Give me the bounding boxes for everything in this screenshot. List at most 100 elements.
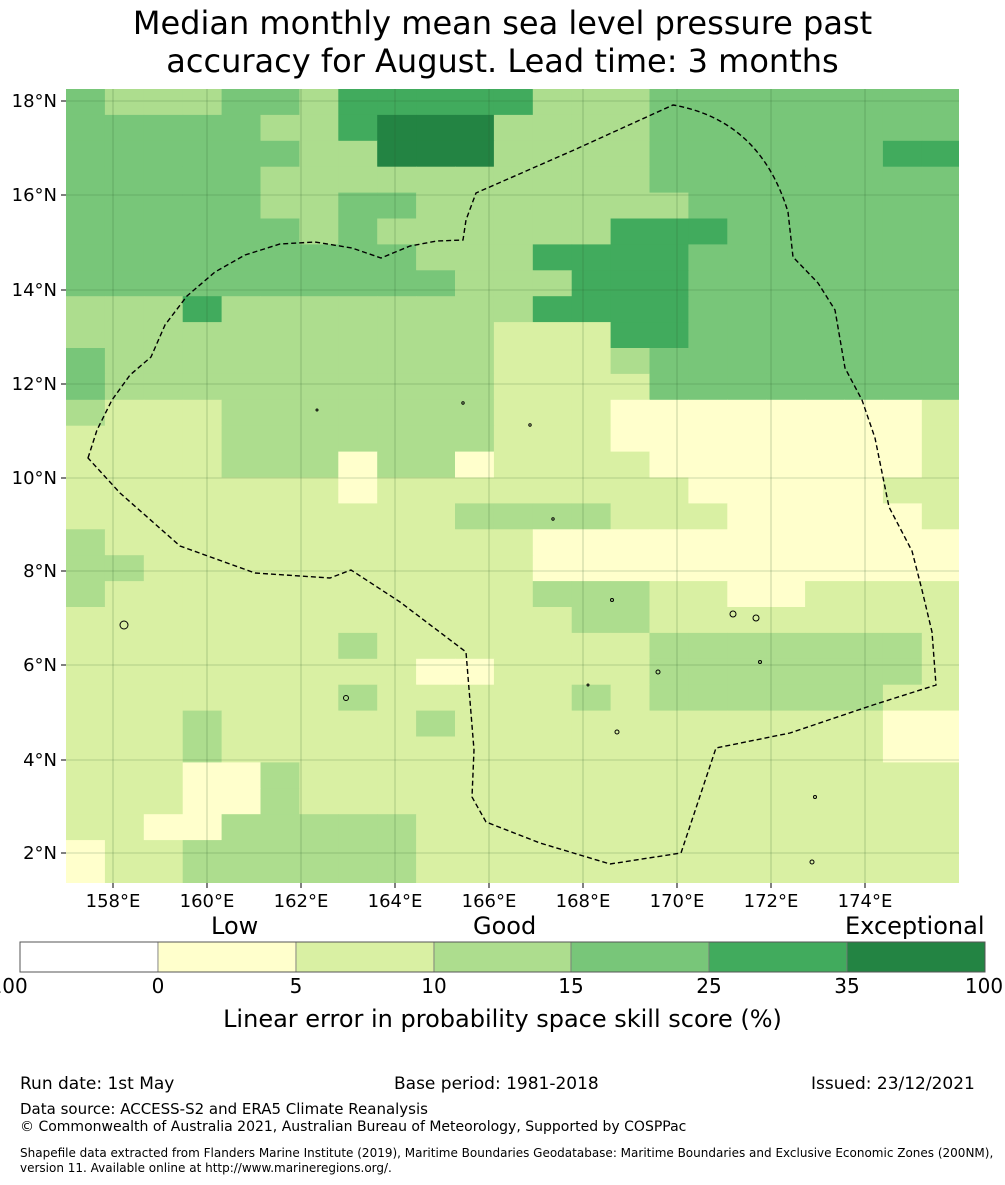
grid-cell xyxy=(104,658,145,686)
grid-cell xyxy=(66,788,106,815)
island-outline xyxy=(813,795,817,799)
grid-cell xyxy=(338,192,378,219)
grid-cell xyxy=(377,866,417,883)
grid-cell xyxy=(766,632,806,660)
grid-cell xyxy=(338,244,378,271)
grid-cell xyxy=(455,840,495,867)
grid-cell xyxy=(610,632,650,660)
grid-cell xyxy=(260,658,300,686)
grid-cell xyxy=(455,373,495,401)
grid-cell xyxy=(66,322,106,349)
grid-cell xyxy=(727,373,767,401)
grid-cell xyxy=(805,322,845,349)
grid-cell xyxy=(882,632,923,660)
grid-cell xyxy=(532,477,573,504)
grid-cell xyxy=(299,658,339,686)
grid-cell xyxy=(260,114,300,142)
grid-cell xyxy=(66,477,106,504)
grid-cell xyxy=(610,322,650,349)
island-outline xyxy=(752,614,760,622)
island-outline xyxy=(343,695,349,701)
issued-date: Issued: 23/12/2021 xyxy=(811,1074,975,1094)
grid-cell xyxy=(66,814,106,841)
grid-cell xyxy=(727,710,767,737)
grid-cell xyxy=(921,788,959,815)
grid-cell xyxy=(338,89,378,116)
grid-cell xyxy=(688,632,728,660)
grid-cell xyxy=(260,710,300,737)
grid-cell xyxy=(104,762,145,789)
grid-cell xyxy=(493,192,534,219)
grid-cell xyxy=(610,399,650,427)
grid-cell xyxy=(416,581,456,608)
grid-cell xyxy=(221,166,261,194)
grid-cell xyxy=(221,451,261,478)
colorbar-block xyxy=(433,941,572,973)
grid-cell xyxy=(182,503,223,530)
grid-cell xyxy=(882,218,923,245)
grid-cell xyxy=(377,581,417,608)
grid-cell xyxy=(338,270,378,297)
grid-cell xyxy=(416,140,456,168)
island-outline xyxy=(758,660,762,664)
grid-cell xyxy=(221,503,261,530)
grid-cell xyxy=(104,140,145,168)
grid-cell xyxy=(143,814,184,841)
grid-cell xyxy=(688,710,728,737)
grid-cell xyxy=(649,399,689,427)
grid-cell xyxy=(727,762,767,789)
grid-cell xyxy=(882,555,923,582)
grid-cell xyxy=(143,114,184,142)
shapefile-credit: Shapefile data extracted from Flanders M… xyxy=(20,1146,994,1175)
grid-cell xyxy=(493,788,534,815)
grid-cell xyxy=(610,296,650,323)
grid-cell xyxy=(688,373,728,401)
grid-cell xyxy=(727,477,767,504)
grid-cell xyxy=(260,348,300,375)
colorbar-tick-label: 0 xyxy=(151,974,165,998)
grid-cell xyxy=(610,555,650,582)
grid-cell xyxy=(571,322,612,349)
grid-cell xyxy=(921,140,959,168)
grid-cell xyxy=(66,736,106,763)
grid-cell xyxy=(455,503,495,530)
grid-cell xyxy=(921,477,959,504)
grid-cell xyxy=(455,270,495,297)
grid-cell xyxy=(377,503,417,530)
grid-cell xyxy=(260,840,300,867)
grid-cell xyxy=(649,710,689,737)
grid-cell xyxy=(299,140,339,168)
lat-tick-label: 10°N xyxy=(12,468,57,489)
grid-cell xyxy=(66,373,106,401)
grid-cell xyxy=(921,166,959,194)
grid-cell xyxy=(377,477,417,504)
grid-cell xyxy=(299,477,339,504)
grid-cell xyxy=(299,218,339,245)
grid-cell xyxy=(805,270,845,297)
grid-cell xyxy=(649,348,689,375)
grid-cell xyxy=(377,114,417,142)
grid-cell xyxy=(260,788,300,815)
grid-cell xyxy=(455,762,495,789)
grid-cell xyxy=(532,399,573,427)
grid-cell xyxy=(571,451,612,478)
grid-cell xyxy=(844,710,884,737)
grid-cell xyxy=(766,244,806,271)
grid-cell xyxy=(532,166,573,194)
grid-cell xyxy=(844,814,884,841)
grid-cell xyxy=(766,503,806,530)
grid-cell xyxy=(649,503,689,530)
grid-cell xyxy=(416,529,456,556)
grid-cell xyxy=(844,373,884,401)
grid-cell xyxy=(66,529,106,556)
grid-cell xyxy=(455,581,495,608)
grid-cell xyxy=(921,348,959,375)
grid-cell xyxy=(844,218,884,245)
grid-cell xyxy=(688,322,728,349)
grid-cell xyxy=(182,192,223,219)
grid-cell xyxy=(727,244,767,271)
grid-cell xyxy=(766,322,806,349)
grid-cell xyxy=(143,503,184,530)
grid-cell xyxy=(766,425,806,453)
grid-cell xyxy=(571,503,612,530)
